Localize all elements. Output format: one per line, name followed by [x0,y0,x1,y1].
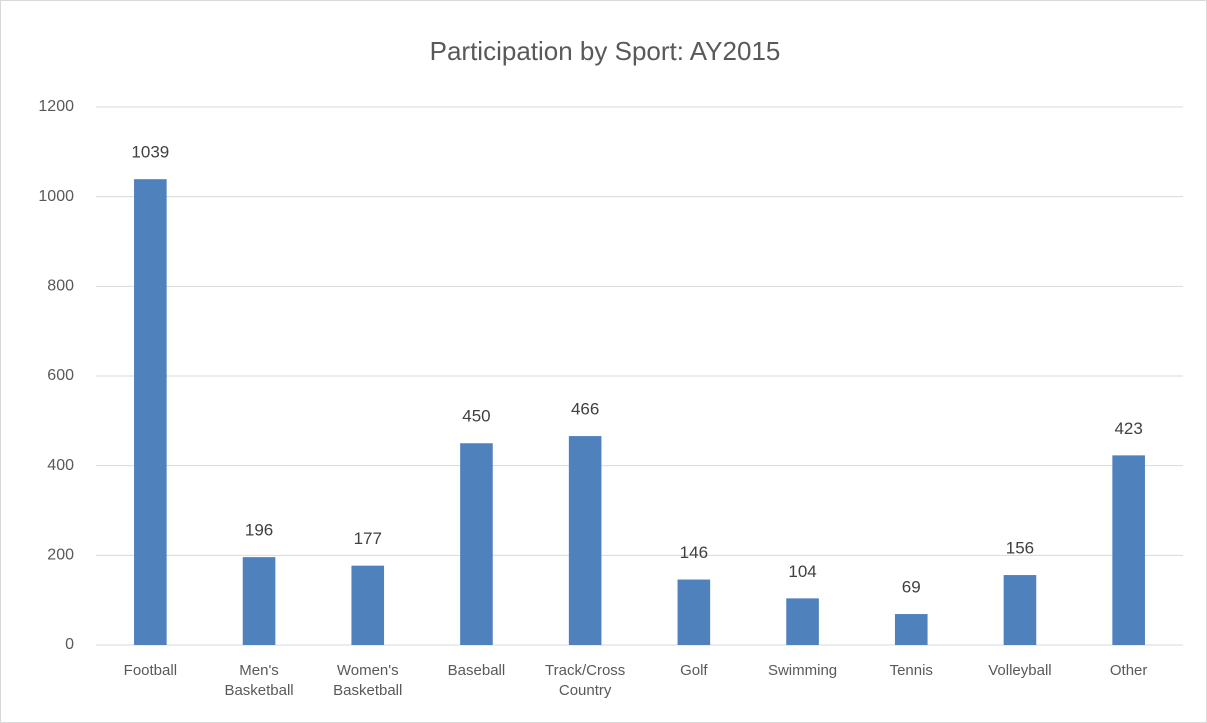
chart-title: Participation by Sport: AY2015 [430,36,781,66]
x-tick-label: Swimming [767,662,838,679]
data-label: 1039 [131,143,169,162]
bar [568,436,602,645]
x-tick-label: Track/Cross Country [545,662,626,699]
data-label: 196 [245,521,273,540]
bar [1003,575,1037,645]
data-label: 104 [788,562,816,581]
y-tick-label: 600 [47,367,74,384]
data-label: 450 [462,407,490,426]
bar [351,565,385,645]
x-tick-label: Men's Basketball [224,662,294,699]
bar [894,614,928,645]
y-tick-label: 800 [47,278,74,295]
data-label: 69 [902,578,921,597]
y-tick-label: 1000 [38,188,74,205]
bar [786,598,819,645]
data-label: 156 [1006,539,1034,558]
x-tick-label: Volleyball [988,662,1052,679]
y-tick-label: 1200 [38,98,74,115]
bar [460,443,493,645]
y-tick-label: 0 [65,636,74,653]
x-tick-label: Golf [680,662,708,679]
y-tick-label: 400 [47,457,74,474]
bar [242,557,276,645]
x-tick-label: Tennis [889,662,933,679]
bar [1112,455,1145,645]
x-tick-label: Football [123,662,178,679]
data-label: 146 [680,543,708,562]
data-label: 466 [571,400,599,419]
data-label: 423 [1114,419,1142,438]
x-tick-label: Baseball [447,662,506,679]
x-tick-label: Women's Basketball [333,662,403,699]
bar [677,579,711,645]
data-label: 177 [354,529,382,548]
x-tick-label: Other [1109,662,1148,679]
bar [134,179,167,645]
y-tick-label: 200 [47,547,74,564]
